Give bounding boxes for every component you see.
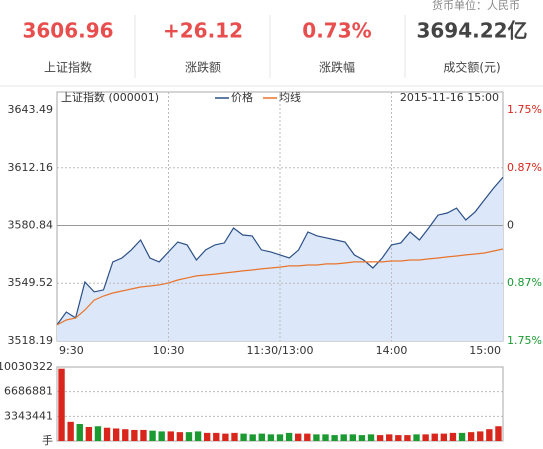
volume-bar [185, 432, 193, 441]
volume-bar [131, 429, 138, 441]
volume-bar [449, 432, 457, 441]
x-tick-label: 14:00 [376, 344, 408, 357]
volume-bar [367, 434, 375, 441]
stat-value: 0.73% [302, 19, 371, 43]
x-tick-label: 15:00 [469, 344, 501, 357]
y2-tick-label: 0 [507, 219, 514, 232]
x-tick-label: 11:30/13:00 [246, 344, 313, 357]
stat-label: 成交额(元) [443, 60, 500, 75]
volume-bar [349, 434, 357, 441]
volume-bar [331, 435, 338, 441]
y2-tick-label: 0.87% [507, 161, 542, 174]
stat-value: 3694.22亿 [416, 19, 527, 43]
volume-bar [149, 430, 156, 441]
y-tick-label: 3580.84 [8, 219, 54, 232]
volume-bar [313, 434, 320, 441]
volume-bar [112, 428, 120, 441]
volume-bar [458, 432, 466, 441]
volume-bar [94, 426, 102, 441]
volume-unit: 手 [42, 433, 53, 447]
volume-bar [240, 433, 247, 441]
volume-bar [413, 434, 420, 441]
volume-bar [258, 433, 265, 441]
volume-bar [222, 433, 229, 441]
unit-note: 货币单位：人民币 [432, 0, 520, 12]
y2-tick-label: 0.87% [507, 276, 542, 289]
volume-bar [167, 431, 174, 441]
volume-bar [76, 424, 83, 441]
volume-bar [395, 435, 402, 441]
volume-bar [285, 432, 293, 441]
stat-label: 上证指数 [44, 60, 92, 75]
chart-title: 上证指数 (000001) [61, 90, 159, 104]
y-tick-label: 3518.19 [8, 334, 54, 347]
legend-label: 价格 [231, 90, 253, 104]
y-tick-label: 6686881 [4, 385, 53, 398]
volume-bar [213, 432, 220, 441]
legend-label: 均线 [279, 90, 301, 104]
y2-tick-label: 1.75% [507, 334, 542, 347]
series-line [56, 248, 504, 326]
volume-bar [140, 429, 147, 441]
volume-bar [386, 434, 393, 441]
y-tick-label: 3343441 [4, 409, 53, 422]
volume-bar [404, 435, 411, 441]
chart-subtitle: 2015-11-16 15:00 [400, 91, 499, 104]
volume-bar [322, 434, 329, 441]
volume-bar [67, 421, 74, 441]
stat-value: +26.12 [163, 19, 243, 43]
volume-bar [249, 434, 256, 441]
stat-label: 涨跌幅 [319, 60, 355, 75]
stat-label: 涨跌额 [185, 60, 221, 75]
volume-bar [431, 433, 438, 441]
volume-bar [467, 432, 475, 441]
volume-bar [103, 427, 111, 441]
volume-bar [440, 433, 448, 441]
x-tick-label: 10:30 [153, 344, 185, 357]
volume-bar [276, 434, 284, 441]
volume-bar [158, 431, 165, 441]
y-tick-label: 3612.16 [8, 161, 54, 174]
y-tick-label: 3643.49 [8, 103, 54, 116]
volume-bar [340, 434, 347, 441]
volume-bar [122, 429, 129, 441]
volume-bar [376, 435, 384, 441]
volume-bar [295, 433, 302, 441]
y2-tick-label: 1.75% [507, 103, 542, 116]
volume-bar [304, 433, 311, 441]
volume-bar [358, 435, 366, 441]
x-tick-label: 9:30 [59, 344, 84, 357]
volume-bar [477, 431, 484, 441]
y-tick-label: 3549.52 [8, 276, 54, 289]
volume-bar [176, 432, 184, 441]
volume-bar [203, 432, 211, 441]
volume-bar [85, 426, 93, 441]
volume-bar [495, 426, 502, 441]
y-tick-label: 10030322 [0, 360, 53, 373]
volume-bar [58, 368, 65, 441]
series-line [56, 176, 504, 326]
stat-value: 3606.96 [22, 19, 113, 43]
volume-bar [422, 434, 429, 441]
volume-bar [231, 432, 238, 441]
volume-bar [267, 434, 275, 441]
volume-bar [486, 429, 493, 441]
volume-bar [194, 431, 202, 441]
